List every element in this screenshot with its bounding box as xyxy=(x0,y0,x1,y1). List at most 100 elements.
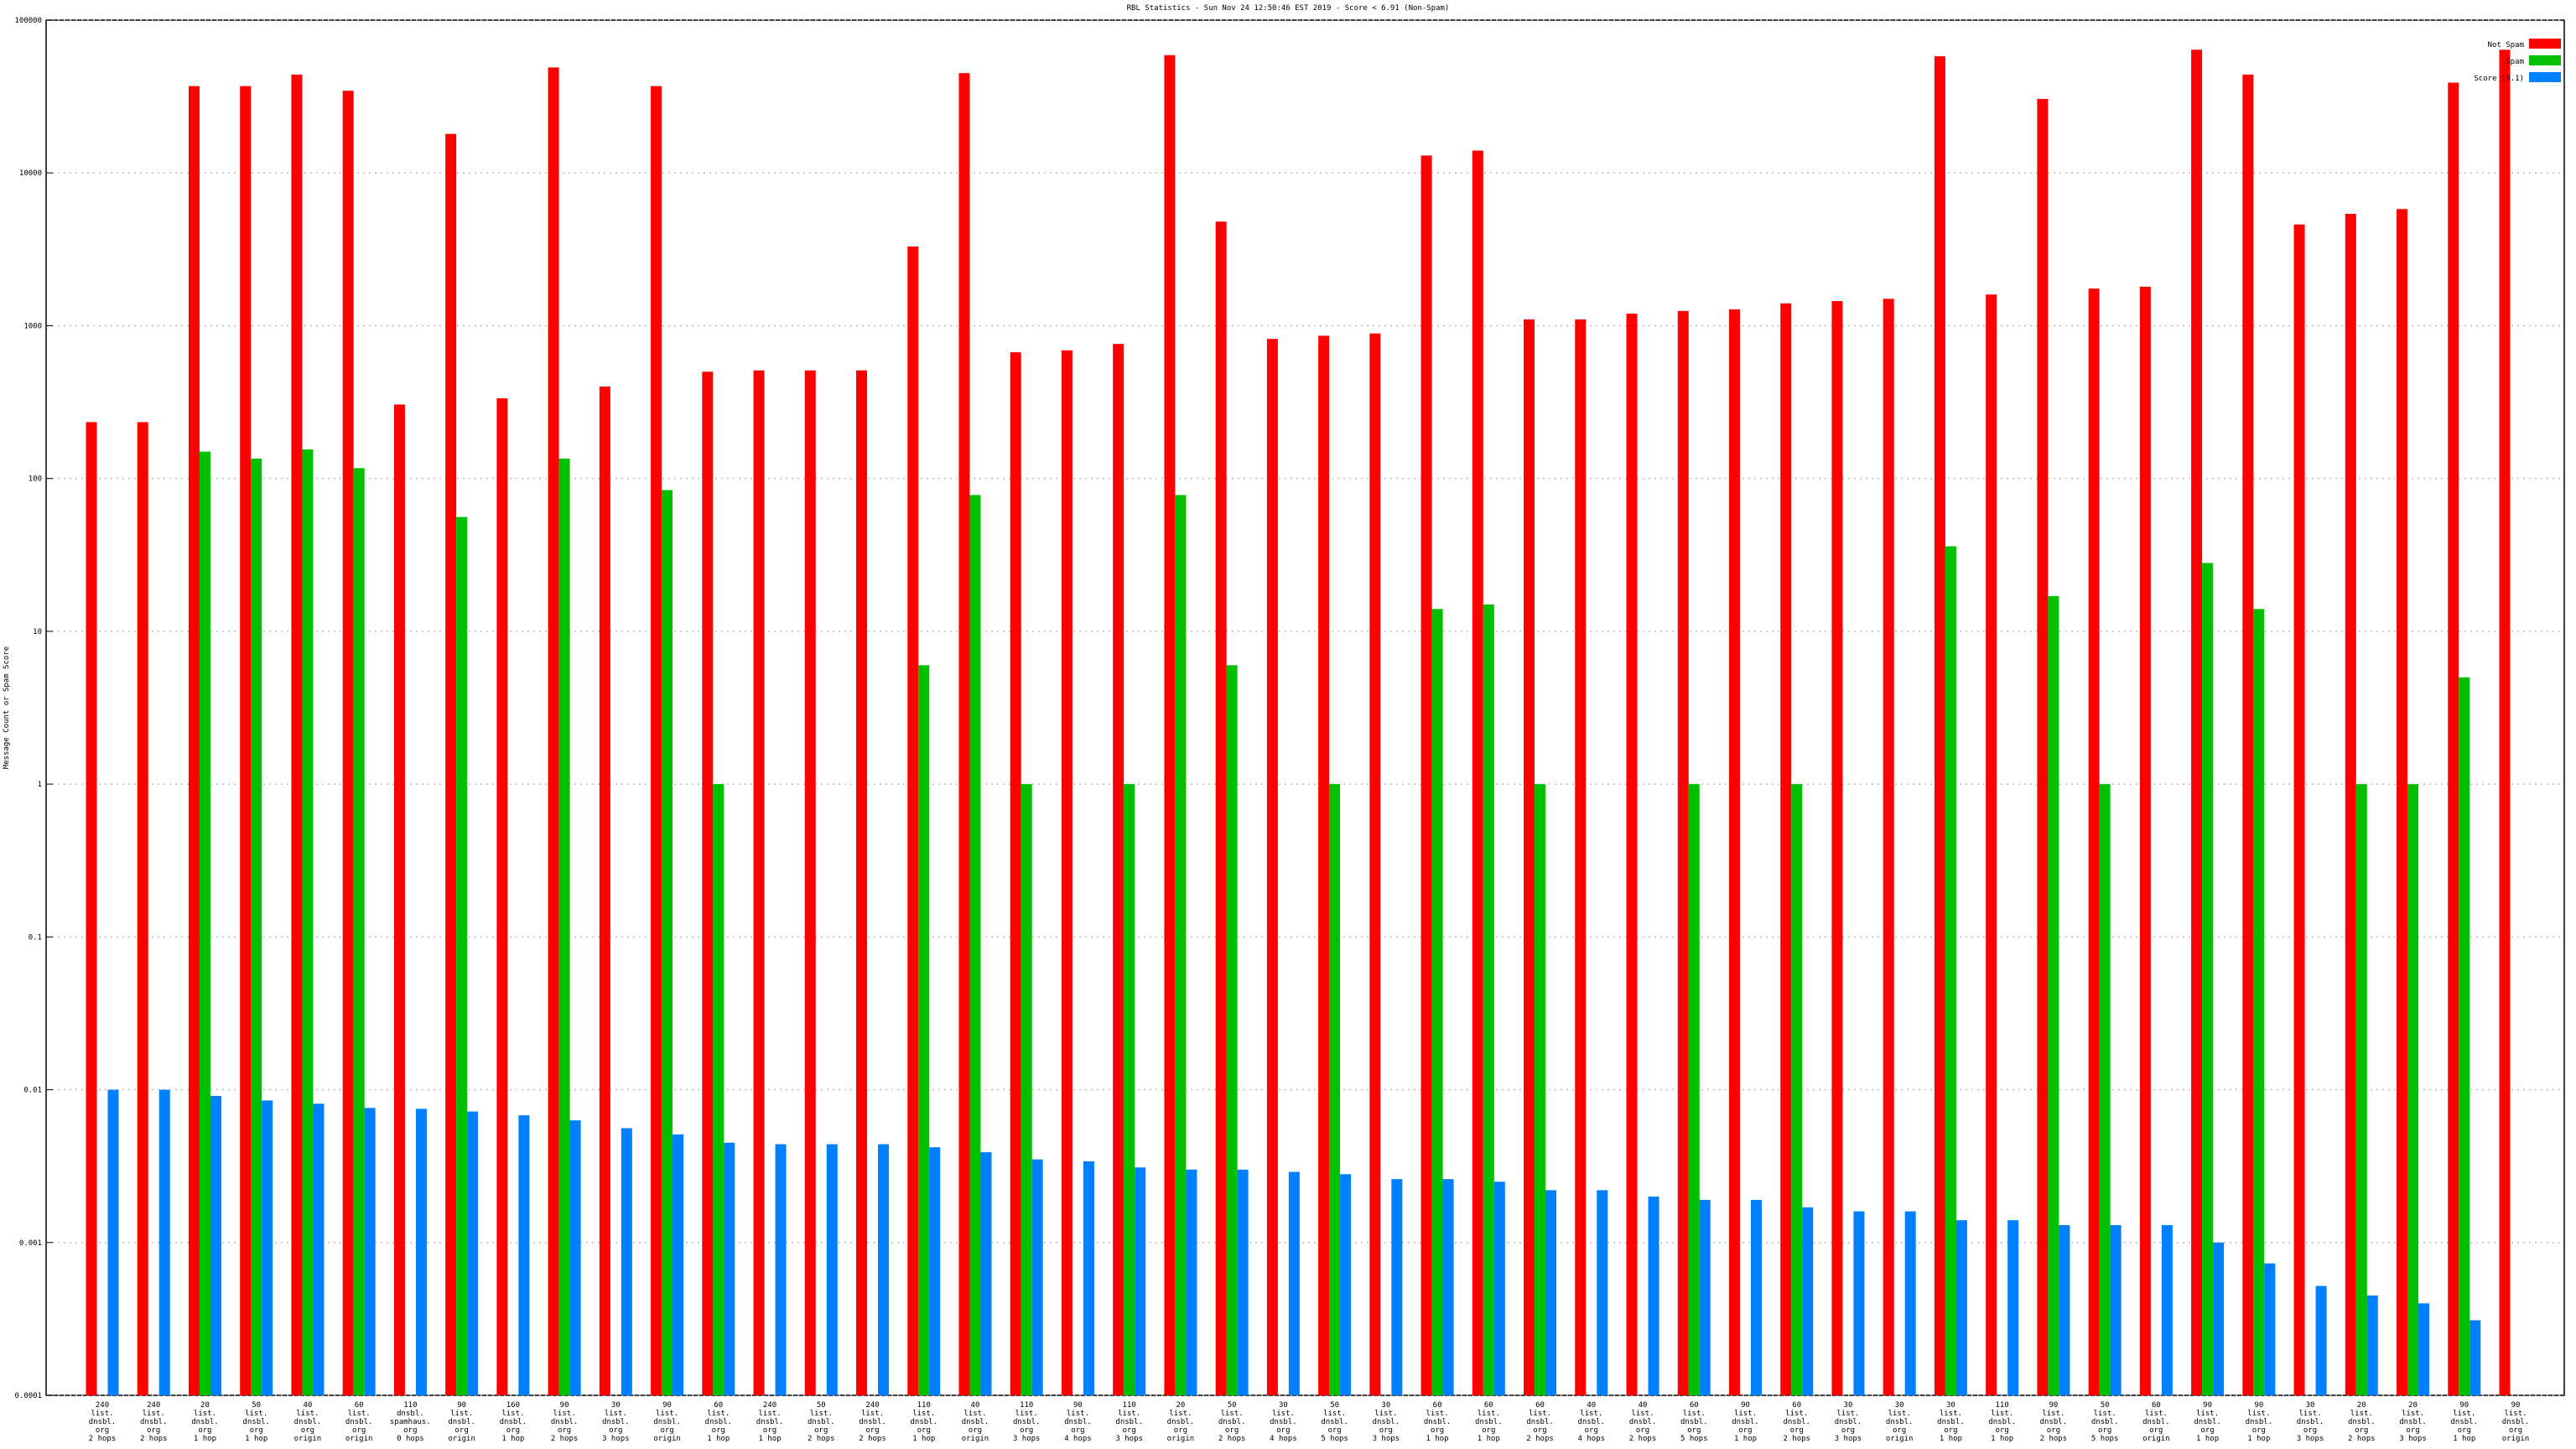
x-tick-label: org xyxy=(1841,1426,1855,1435)
x-tick-label: 1 hop xyxy=(758,1435,781,1443)
bar xyxy=(158,1089,170,1395)
bar xyxy=(907,246,919,1395)
bar xyxy=(445,133,457,1395)
x-tick-label: 110 xyxy=(917,1401,931,1410)
x-tick-label: org xyxy=(1174,1426,1187,1435)
x-tick-label: 1 hop xyxy=(1734,1435,1757,1443)
x-tick-label: 240 xyxy=(763,1401,776,1410)
x-tick-label: dnsbl. xyxy=(1988,1418,2016,1426)
x-tick-label: list. xyxy=(1940,1410,1962,1418)
x-tick-label: 1 hop xyxy=(1426,1435,1449,1443)
x-tick-label: dnsbl. xyxy=(1937,1418,1965,1426)
x-tick-label: org xyxy=(2047,1426,2060,1435)
x-tick-label: org xyxy=(2200,1426,2214,1435)
bar xyxy=(1442,1179,1454,1395)
x-tick-label: org xyxy=(2509,1426,2522,1435)
x-tick-label: 4 hops xyxy=(1578,1435,1606,1443)
x-tick-label: org xyxy=(2149,1426,2163,1435)
x-tick-label: 60 xyxy=(355,1401,364,1410)
y-tick-label: 1 xyxy=(38,781,42,789)
bar xyxy=(2499,49,2511,1395)
x-tick-label: org xyxy=(506,1426,520,1435)
x-tick-label: dnsbl. xyxy=(602,1418,630,1426)
bar xyxy=(1728,309,1740,1395)
bar xyxy=(702,371,714,1395)
bar xyxy=(1369,333,1381,1395)
x-tick-label: org xyxy=(147,1426,160,1435)
x-tick-label: 3 hops xyxy=(1373,1435,1400,1443)
x-tick-label: 2 hops xyxy=(808,1435,835,1443)
x-tick-label: dnsbl. xyxy=(1321,1418,1348,1426)
legend-label: Not Spam xyxy=(2488,41,2524,49)
bar xyxy=(2139,286,2151,1396)
x-tick-label: list. xyxy=(1118,1410,1140,1418)
x-tick-label: 110 xyxy=(1123,1401,1136,1410)
x-tick-label: dnsbl. xyxy=(653,1418,681,1426)
x-tick-label: dnsbl. xyxy=(910,1418,937,1426)
x-tick-label: 2 hops xyxy=(1629,1435,1657,1443)
x-tick-label: 1 hop xyxy=(245,1435,267,1443)
bar xyxy=(1750,1199,1762,1395)
x-tick-label: dnsbl. xyxy=(500,1418,527,1426)
x-tick-label: dnsbl. xyxy=(1886,1418,1914,1426)
x-tick-label: 2 hops xyxy=(2040,1435,2068,1443)
x-tick-label: origin xyxy=(653,1435,681,1443)
bar xyxy=(2293,224,2305,1395)
x-tick-label: list. xyxy=(1015,1410,1038,1418)
bar xyxy=(1904,1211,1916,1395)
x-tick-label: list. xyxy=(656,1410,678,1418)
x-tick-label: dnsbl. xyxy=(1526,1418,1554,1426)
bar xyxy=(2048,595,2059,1395)
x-tick-label: org xyxy=(969,1426,982,1435)
legend-label: Spam xyxy=(2506,58,2524,66)
x-tick-label: dnsbl. xyxy=(756,1418,784,1426)
bar xyxy=(210,1096,221,1395)
bar xyxy=(86,422,97,1395)
x-tick-label: list. xyxy=(2402,1410,2424,1418)
bar xyxy=(1124,784,1135,1395)
bar xyxy=(1010,352,1021,1396)
bar xyxy=(1431,609,1443,1395)
x-tick-label: 90 xyxy=(560,1401,569,1410)
bar xyxy=(558,458,570,1395)
bar xyxy=(1288,1171,1300,1395)
bar xyxy=(569,1120,581,1395)
x-tick-label: 2 hops xyxy=(1526,1435,1554,1443)
bar xyxy=(467,1111,479,1395)
x-tick-label: 160 xyxy=(506,1401,520,1410)
bar xyxy=(415,1109,427,1395)
x-tick-label: org xyxy=(1585,1426,1598,1435)
x-tick-label: 240 xyxy=(865,1401,879,1410)
bar xyxy=(188,86,200,1396)
x-tick-label: list. xyxy=(1888,1410,1911,1418)
x-tick-label: org xyxy=(2252,1426,2266,1435)
x-tick-label: org xyxy=(917,1426,931,1435)
y-tick-label: 10 xyxy=(33,628,42,636)
x-tick-label: 1 hop xyxy=(1940,1435,1962,1443)
x-tick-label: dnsbl. xyxy=(1680,1418,1708,1426)
bar xyxy=(2213,1242,2225,1395)
x-tick-label: 110 xyxy=(403,1401,417,1410)
x-tick-label: list. xyxy=(1785,1410,1808,1418)
x-tick-label: 2 hops xyxy=(1218,1435,1246,1443)
bar xyxy=(2264,1263,2276,1395)
x-tick-label: 30 xyxy=(1381,1401,1390,1410)
x-tick-label: 40 xyxy=(1639,1401,1648,1410)
x-tick-label: 2 hops xyxy=(1783,1435,1810,1443)
x-tick-label: origin xyxy=(345,1435,373,1443)
x-tick-label: dnsbl. xyxy=(397,1410,424,1418)
y-tick-label: 0.1 xyxy=(29,933,42,942)
x-tick-label: list. xyxy=(1991,1410,2013,1418)
x-tick-label: 60 xyxy=(1792,1401,1801,1410)
x-tick-label: dnsbl. xyxy=(2246,1418,2273,1426)
bar xyxy=(673,1134,684,1395)
x-tick-label: 30 xyxy=(1844,1401,1853,1410)
x-tick-label: origin xyxy=(294,1435,322,1443)
x-tick-label: 60 xyxy=(1484,1401,1493,1410)
x-tick-label: dnsbl. xyxy=(2297,1418,2324,1426)
x-tick-label: 2 hops xyxy=(2348,1435,2376,1443)
x-tick-label: dnsbl. xyxy=(1218,1418,1246,1426)
x-tick-label: org xyxy=(1944,1426,1957,1435)
bar xyxy=(291,74,303,1396)
bar xyxy=(651,86,662,1396)
